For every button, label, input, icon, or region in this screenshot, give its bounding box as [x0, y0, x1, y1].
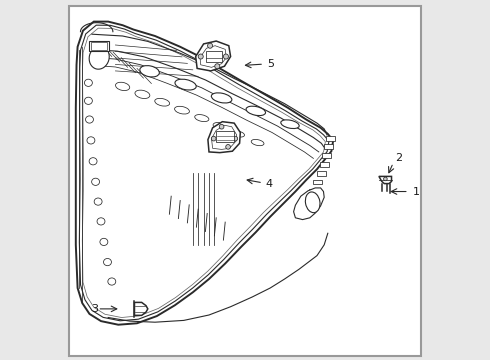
Ellipse shape [87, 137, 95, 144]
Ellipse shape [89, 158, 97, 165]
Ellipse shape [92, 178, 99, 185]
Ellipse shape [155, 98, 170, 106]
Ellipse shape [108, 278, 116, 285]
Ellipse shape [94, 198, 102, 205]
Ellipse shape [233, 136, 238, 141]
Ellipse shape [223, 54, 228, 59]
Ellipse shape [231, 131, 245, 137]
Ellipse shape [211, 136, 216, 141]
Text: 2: 2 [395, 153, 403, 163]
Ellipse shape [251, 139, 264, 146]
Bar [320, 162, 328, 167]
Ellipse shape [215, 64, 220, 69]
Ellipse shape [246, 106, 266, 116]
Ellipse shape [97, 218, 105, 225]
Ellipse shape [84, 79, 92, 86]
Ellipse shape [84, 97, 92, 104]
Ellipse shape [198, 54, 203, 59]
Ellipse shape [226, 145, 230, 149]
Polygon shape [76, 22, 333, 325]
Ellipse shape [175, 79, 196, 90]
Text: 1: 1 [413, 186, 419, 197]
Ellipse shape [86, 116, 94, 123]
Bar [322, 153, 331, 158]
Ellipse shape [135, 90, 150, 99]
Text: 4: 4 [266, 179, 273, 189]
Ellipse shape [100, 238, 108, 246]
Ellipse shape [305, 192, 320, 213]
Ellipse shape [174, 106, 190, 114]
Ellipse shape [211, 93, 232, 103]
Polygon shape [134, 302, 148, 315]
Ellipse shape [219, 125, 224, 129]
Ellipse shape [116, 82, 130, 91]
Ellipse shape [384, 177, 387, 181]
Bar [314, 180, 322, 184]
Bar [317, 171, 326, 176]
Ellipse shape [208, 43, 213, 48]
Ellipse shape [195, 114, 209, 122]
Bar [324, 144, 333, 149]
Bar [90, 41, 109, 51]
Polygon shape [196, 41, 231, 71]
Bar [206, 51, 222, 62]
Polygon shape [379, 176, 392, 184]
Bar [326, 136, 335, 141]
Bar [91, 42, 107, 50]
Ellipse shape [281, 120, 299, 129]
Bar [309, 189, 318, 193]
Polygon shape [294, 188, 324, 220]
Polygon shape [208, 122, 240, 153]
Ellipse shape [103, 258, 111, 266]
Ellipse shape [140, 66, 159, 77]
Bar [304, 197, 313, 202]
Bar [216, 131, 234, 142]
Text: 3: 3 [91, 304, 98, 314]
Text: 5: 5 [268, 59, 274, 69]
Ellipse shape [213, 122, 226, 130]
Ellipse shape [89, 46, 109, 69]
